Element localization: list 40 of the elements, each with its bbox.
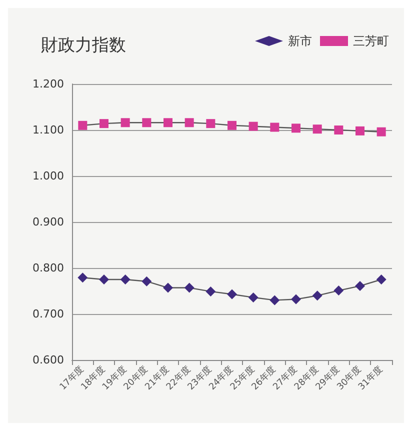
legend-label: 新市 — [288, 34, 312, 48]
point — [142, 276, 152, 286]
point — [164, 118, 172, 128]
point — [163, 282, 173, 293]
point — [206, 286, 216, 296]
point — [184, 282, 194, 293]
y-tick-label: 1.100 — [32, 124, 64, 136]
point — [120, 118, 130, 128]
y-tick-label: 0.900 — [32, 216, 64, 228]
legend-label: 三芳町 — [353, 34, 389, 48]
point — [248, 292, 258, 302]
point — [291, 294, 301, 304]
point — [228, 120, 236, 130]
point — [334, 126, 344, 134]
y-tick-label: 0.800 — [32, 262, 64, 274]
y-tick-label: 0.600 — [32, 354, 64, 366]
point — [270, 295, 280, 306]
point — [206, 119, 216, 128]
y-tick-label: 1.000 — [32, 170, 64, 182]
point — [120, 274, 130, 284]
y-tick-label: 0.700 — [32, 308, 64, 320]
point — [184, 118, 194, 128]
point — [78, 272, 88, 283]
point — [78, 120, 88, 130]
point — [334, 286, 344, 296]
point — [376, 274, 386, 284]
point — [100, 119, 108, 128]
point — [99, 274, 109, 284]
point — [355, 280, 365, 291]
point — [376, 127, 386, 136]
point — [292, 124, 300, 133]
point — [312, 290, 322, 301]
point — [356, 126, 364, 136]
point — [227, 289, 237, 300]
point — [312, 124, 322, 134]
y-tick-label: 1.200 — [32, 78, 64, 90]
point — [270, 122, 280, 132]
point — [142, 118, 152, 128]
chart-title: 財政力指数 — [41, 36, 126, 56]
point — [248, 122, 258, 131]
